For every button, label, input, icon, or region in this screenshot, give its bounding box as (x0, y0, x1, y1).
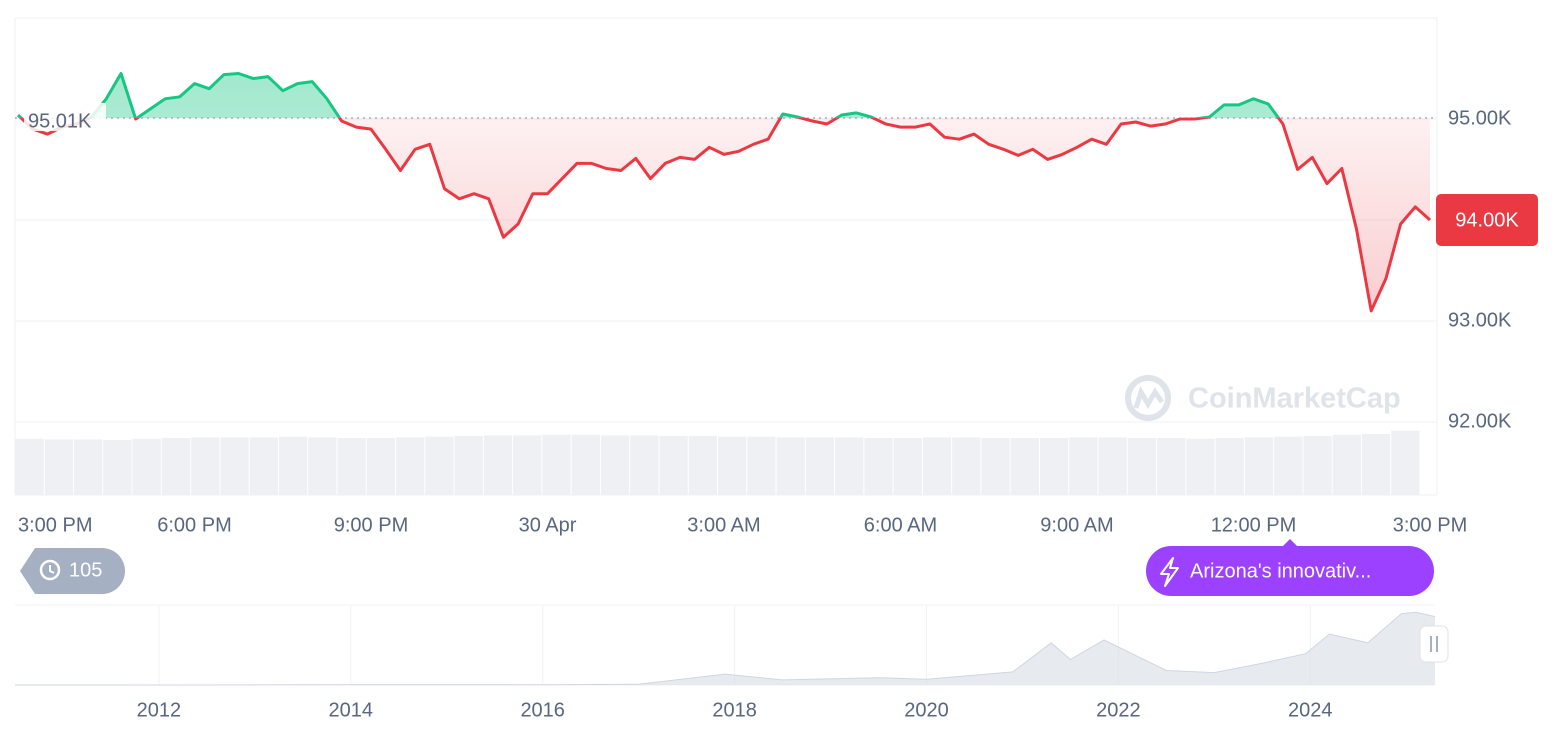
volume-bar (396, 437, 425, 495)
watermark-text: CoinMarketCap (1188, 383, 1401, 415)
volume-bar (278, 436, 308, 495)
current-price-bg (1436, 194, 1538, 246)
price-line-up (16, 72, 1281, 118)
navigator-tick-label: 2016 (520, 699, 565, 721)
history-icon (39, 559, 61, 581)
y-tick-label: 92.00K (1448, 410, 1512, 432)
volume-bar (688, 436, 717, 495)
volume-bar (1186, 438, 1215, 495)
x-tick-label: 12:00 PM (1211, 514, 1297, 536)
volume-bar (805, 437, 835, 495)
x-tick-label: 3:00 PM (18, 514, 92, 536)
volume-bar (981, 438, 1010, 495)
volume-bar (922, 437, 952, 495)
x-tick-label: 6:00 PM (157, 514, 231, 536)
x-tick-label: 3:00 PM (1393, 514, 1467, 536)
volume-bar (1098, 437, 1127, 495)
volume-bar (454, 436, 483, 495)
volume-bar (1157, 438, 1186, 495)
x-tick-label: 9:00 AM (1040, 514, 1113, 536)
volume-bar (249, 437, 278, 495)
volume-bar (659, 436, 688, 495)
navigator-tick-label: 2014 (329, 699, 374, 721)
volume-bar (1244, 437, 1274, 495)
volume-bar (952, 437, 981, 495)
volume-bar (132, 438, 161, 495)
volume-bar (337, 438, 366, 495)
volume-bar (864, 438, 893, 495)
volume-bar (74, 439, 103, 495)
navigator-handle[interactable] (1419, 625, 1449, 663)
x-tick-label: 30 Apr (519, 514, 577, 536)
price-line-down (18, 117, 1431, 313)
navigator-area (15, 612, 1435, 685)
volume-bar (1215, 438, 1244, 495)
navigator-tick-label: 2024 (1288, 699, 1333, 721)
volume-bar (161, 438, 191, 495)
history-count[interactable]: 105 (69, 559, 102, 581)
volume-bar (1303, 436, 1332, 495)
volume-bar (1127, 438, 1157, 495)
navigator-tick-label: 2018 (712, 699, 757, 721)
volume-bar (1069, 437, 1098, 495)
volume-bar (835, 437, 864, 495)
news-text[interactable]: Arizona's innovativ... (1190, 560, 1371, 582)
navigator-tick-label: 2022 (1096, 699, 1141, 721)
volume-bar (1274, 436, 1303, 495)
volume-bar (747, 436, 776, 495)
price-area-down (18, 117, 1430, 311)
volume-bar (191, 437, 220, 495)
navigator-tick-label: 2012 (137, 699, 182, 721)
volume-bar (776, 437, 805, 495)
history-badge-bg[interactable] (20, 548, 126, 594)
volume-bar (1391, 430, 1420, 495)
history-icon (49, 565, 55, 574)
volume-bar (366, 438, 396, 495)
volume-bar (308, 437, 337, 495)
watermark-logo (1133, 385, 1165, 409)
y-tick-label: 93.00K (1448, 309, 1512, 331)
baseline-label-bg (24, 102, 106, 131)
volume-bar (44, 439, 74, 495)
y-tick-label: 95.00K (1448, 107, 1512, 129)
navigator-line (14, 611, 1436, 686)
volume-bar (15, 438, 44, 495)
volume-bar (600, 435, 630, 495)
volume-bar (220, 437, 249, 495)
x-tick-label: 3:00 AM (687, 514, 760, 536)
volume-bar (1361, 434, 1391, 495)
news-pill[interactable]: Arizona's innovativ... (1146, 539, 1434, 596)
volume-bar (1332, 434, 1361, 495)
volume-bar (483, 435, 513, 495)
watermark: CoinMarketCap (1125, 375, 1401, 421)
volume-bar (571, 434, 600, 495)
volume-bar (542, 434, 571, 495)
history-badge[interactable]: 105 (20, 548, 126, 594)
news-pill-bg[interactable] (1146, 546, 1434, 596)
volume-bar (630, 435, 659, 495)
volume-bar (425, 436, 454, 495)
news-pointer (1283, 539, 1297, 546)
volume-bar (1039, 438, 1069, 495)
x-tick-label: 9:00 PM (334, 514, 408, 536)
baseline-label: 95.01K (28, 110, 92, 132)
volume-bar (1010, 438, 1039, 495)
volume-bar (103, 440, 132, 495)
watermark-logo (1125, 375, 1171, 421)
navigator-handle-bg[interactable] (1419, 625, 1449, 663)
x-tick-label: 6:00 AM (864, 514, 937, 536)
current-price-label: 94.00K (1455, 209, 1519, 231)
data-layer: 95.00K 94.00K 93.00K 92.00K 3:00 PM 6:00 PM 9:… (14, 72, 1538, 721)
volume-bar (718, 436, 747, 495)
navigator-tick-label: 2020 (904, 699, 949, 721)
ui-layer: 105 Arizona's innovativ... (20, 539, 1449, 663)
volume-bar (893, 438, 922, 495)
news-icon (1160, 557, 1179, 587)
volume-bar (513, 435, 542, 495)
